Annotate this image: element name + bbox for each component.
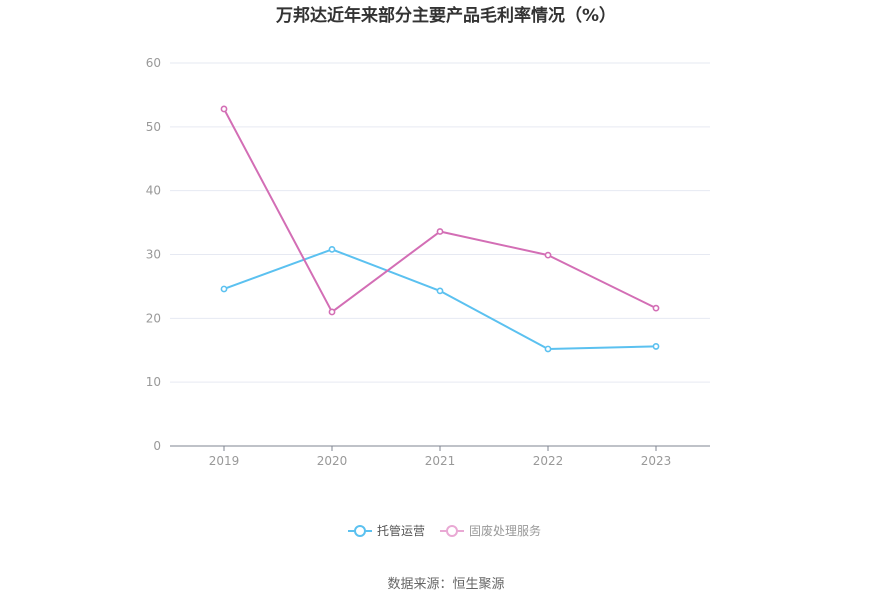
data-point-0-2020 xyxy=(328,245,336,253)
y-tick-label-30: 30 xyxy=(146,248,161,262)
data-point-0-2023 xyxy=(652,343,660,350)
data-point-1-2022 xyxy=(544,251,552,259)
x-tick-label-2019: 2019 xyxy=(209,454,240,468)
axes: 0 10 20 30 40 50 60 2019 2020 2021 2022 2023 xyxy=(146,56,710,468)
y-tick-label-20: 20 xyxy=(146,311,161,325)
data-point-0-2019 xyxy=(220,285,228,293)
data-point-1-2019 xyxy=(220,105,228,113)
y-tick-label-0: 0 xyxy=(153,439,161,453)
y-tick-label-60: 60 xyxy=(146,56,161,70)
data-point-1-2021 xyxy=(436,228,444,235)
y-tick-label-40: 40 xyxy=(146,184,161,198)
legend-marker-1 xyxy=(446,525,458,537)
data-point-1-2023 xyxy=(652,304,660,312)
legend-marker-0 xyxy=(354,525,366,537)
series-line-0 xyxy=(223,248,657,350)
y-tick-label-10: 10 xyxy=(146,375,161,389)
legend-label-0: 托管运营 xyxy=(377,523,425,538)
data-point-1-2020 xyxy=(328,308,336,316)
legend: 托管运营 固废处理服务 xyxy=(348,523,541,538)
x-tick-label-2022: 2022 xyxy=(533,454,564,468)
x-tick-label-2021: 2021 xyxy=(425,454,456,468)
data-source: 数据来源：恒生聚源 xyxy=(387,577,504,592)
x-tick-label-2023: 2023 xyxy=(641,454,672,468)
x-tick-label-2020: 2020 xyxy=(317,454,348,468)
series-line-1 xyxy=(223,108,657,313)
chart-title: 万邦达近年来部分主要产品毛利率情况（%） xyxy=(275,5,616,26)
y-tick-label-50: 50 xyxy=(146,120,161,134)
grid-lines xyxy=(170,62,710,383)
series-lines xyxy=(220,105,660,353)
data-point-0-2022 xyxy=(544,345,552,353)
legend-label-1: 固废处理服务 xyxy=(469,523,541,538)
data-point-0-2021 xyxy=(436,287,444,295)
